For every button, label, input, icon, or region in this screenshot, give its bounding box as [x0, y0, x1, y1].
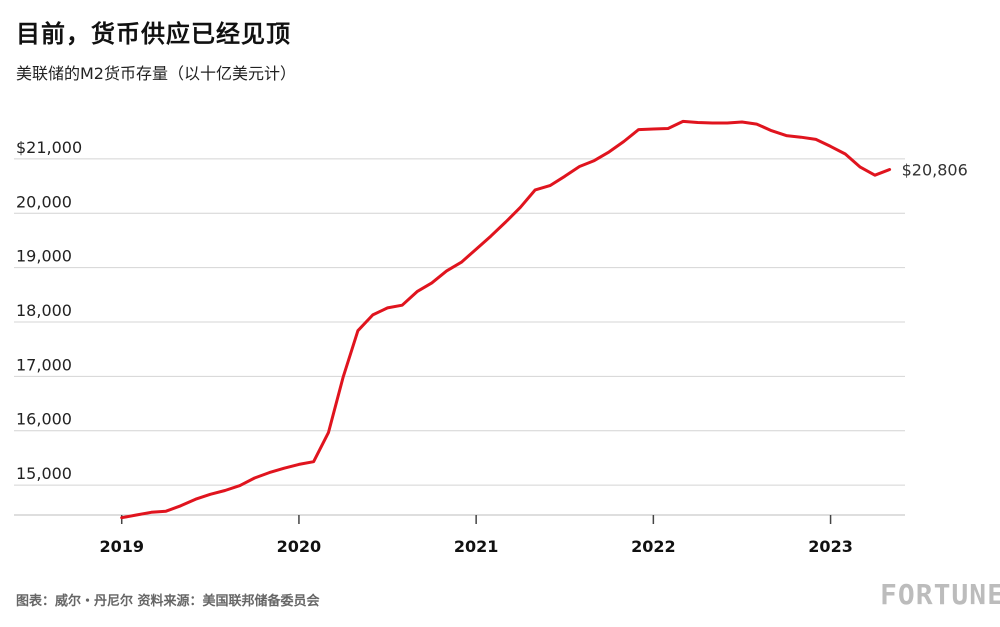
y-tick-label: 20,000 [16, 192, 72, 211]
x-tick-label: 2022 [631, 537, 676, 556]
y-axis: 15,000 16,000 17,000 18,000 19,000 20,000 $21,… [16, 138, 82, 483]
y-tick-label: 17,000 [16, 355, 72, 374]
source-note: 图表：威尔・丹尼尔 资料来源：美国联邦储备委员会 [16, 594, 320, 609]
x-tick-label: 2020 [277, 537, 322, 556]
y-tick-label: $21,000 [16, 138, 82, 157]
y-tick-label: 16,000 [16, 410, 72, 429]
fortune-logo: FORTUNE [880, 578, 1000, 611]
gridlines [14, 158, 905, 486]
chart-title: 目前，货币供应已经见顶 [16, 20, 291, 48]
x-tick-label: 2019 [99, 537, 144, 556]
y-tick-label: 18,000 [16, 301, 72, 320]
series-layer: $20,806 [120, 119, 968, 520]
chart-subtitle: 美联储的M2货币存量（以十亿美元计） [16, 64, 296, 83]
y-tick-label: 19,000 [16, 247, 72, 266]
end-value-label: $20,806 [902, 160, 968, 179]
y-tick-label: 15,000 [16, 464, 72, 483]
series-line [120, 119, 892, 520]
x-tick-label: 2021 [454, 537, 499, 556]
x-tick-label: 2023 [808, 537, 853, 556]
x-axis: 2019 2020 2021 2022 2023 [14, 514, 905, 556]
